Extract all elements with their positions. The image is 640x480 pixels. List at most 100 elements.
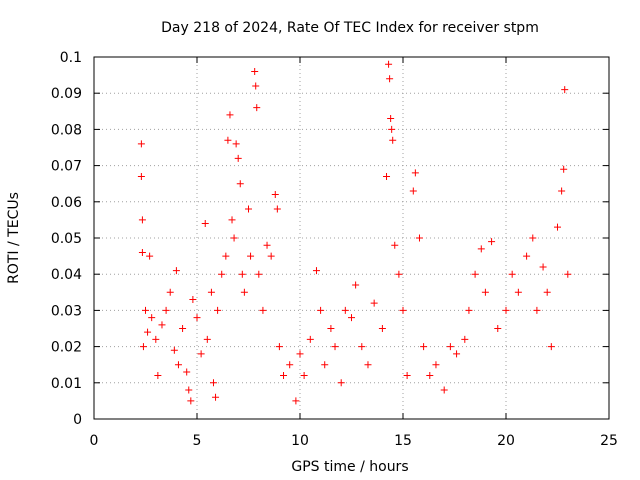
data-point xyxy=(255,270,263,278)
data-point xyxy=(543,288,551,296)
data-point xyxy=(185,386,193,394)
x-tick-label: 15 xyxy=(394,433,412,449)
chart-title: Day 218 of 2024, Rate Of TEC Index for r… xyxy=(161,20,539,36)
y-tick-label: 0.08 xyxy=(51,122,82,138)
data-point xyxy=(391,241,399,249)
x-tick-labels: 0 5 10 15 20 25 xyxy=(90,433,618,449)
data-point xyxy=(331,343,339,351)
data-point xyxy=(148,314,156,322)
data-point xyxy=(170,346,178,354)
data-point xyxy=(259,306,267,314)
data-point xyxy=(228,216,236,224)
data-point xyxy=(560,165,568,173)
y-tick-label: 0.01 xyxy=(51,376,82,392)
y-tick-label: 0.07 xyxy=(51,159,82,175)
y-axis-title: ROTI / TECUs xyxy=(6,192,22,284)
data-point xyxy=(399,306,407,314)
data-point xyxy=(446,343,454,351)
data-point xyxy=(183,368,191,376)
y-tick-label: 0.1 xyxy=(60,50,82,66)
data-point xyxy=(471,270,479,278)
data-point xyxy=(465,306,473,314)
data-point xyxy=(558,187,566,195)
data-point xyxy=(158,321,166,329)
data-point xyxy=(240,288,248,296)
data-point xyxy=(138,216,146,224)
x-tick-label: 25 xyxy=(600,433,618,449)
data-point xyxy=(317,306,325,314)
data-point xyxy=(494,325,502,332)
data-point xyxy=(142,306,149,314)
data-point xyxy=(477,245,485,253)
data-point xyxy=(179,325,187,332)
data-point xyxy=(554,223,561,231)
data-point xyxy=(232,140,240,148)
data-point xyxy=(432,361,440,369)
data-point xyxy=(409,187,417,195)
data-point xyxy=(197,350,205,358)
y-tick-label: 0.06 xyxy=(51,195,82,211)
data-point xyxy=(341,306,349,314)
grid xyxy=(94,57,609,419)
data-point xyxy=(411,169,419,177)
data-point xyxy=(514,288,522,296)
data-point xyxy=(547,343,555,351)
data-point xyxy=(533,306,541,314)
data-point xyxy=(238,270,246,278)
data-point xyxy=(539,263,547,271)
data-point xyxy=(212,393,220,401)
data-point xyxy=(385,60,393,68)
data-point xyxy=(234,154,242,162)
x-tick-label: 0 xyxy=(90,433,99,449)
data-point xyxy=(138,248,146,256)
data-point xyxy=(348,314,355,322)
data-point xyxy=(271,191,279,199)
data-point xyxy=(387,115,395,123)
data-point xyxy=(389,136,397,144)
data-point xyxy=(263,241,271,249)
data-point xyxy=(488,238,496,246)
data-point xyxy=(364,361,372,369)
data-point xyxy=(453,350,461,358)
data-point xyxy=(172,267,180,275)
x-tick-label: 20 xyxy=(497,433,515,449)
data-point xyxy=(245,205,252,213)
data-point xyxy=(386,75,394,83)
data-point xyxy=(306,335,314,343)
data-point xyxy=(214,306,222,314)
data-point xyxy=(440,386,448,394)
data-point xyxy=(189,296,197,304)
data-point xyxy=(300,372,308,380)
y-tick-label: 0.05 xyxy=(51,231,82,247)
data-point xyxy=(144,328,152,336)
data-point xyxy=(174,361,182,369)
data-point xyxy=(201,220,209,228)
data-point xyxy=(461,335,469,343)
data-point xyxy=(230,234,238,242)
x-tick-label: 10 xyxy=(291,433,309,449)
data-point xyxy=(252,82,260,90)
data-point xyxy=(218,270,226,278)
data-point xyxy=(275,343,283,351)
y-tick-label: 0.04 xyxy=(51,267,82,283)
y-tick-label: 0 xyxy=(73,412,82,428)
data-point xyxy=(395,270,403,278)
data-point xyxy=(529,234,537,242)
data-point xyxy=(154,372,162,380)
data-point xyxy=(273,205,281,213)
data-point xyxy=(388,125,396,133)
data-point xyxy=(209,379,217,387)
y-tick-labels: 0 0.01 0.02 0.03 0.04 0.05 0.06 0.07 0.08 0.09 0.1 xyxy=(51,50,82,428)
data-point xyxy=(403,372,411,380)
data-point xyxy=(162,306,170,314)
data-point xyxy=(337,379,345,387)
data-point xyxy=(383,172,391,180)
data-point xyxy=(247,252,255,260)
data-point xyxy=(224,136,232,144)
data-point xyxy=(370,299,378,307)
data-point xyxy=(203,335,211,343)
data-point xyxy=(508,270,516,278)
data-point xyxy=(146,252,154,260)
data-point xyxy=(358,343,366,351)
